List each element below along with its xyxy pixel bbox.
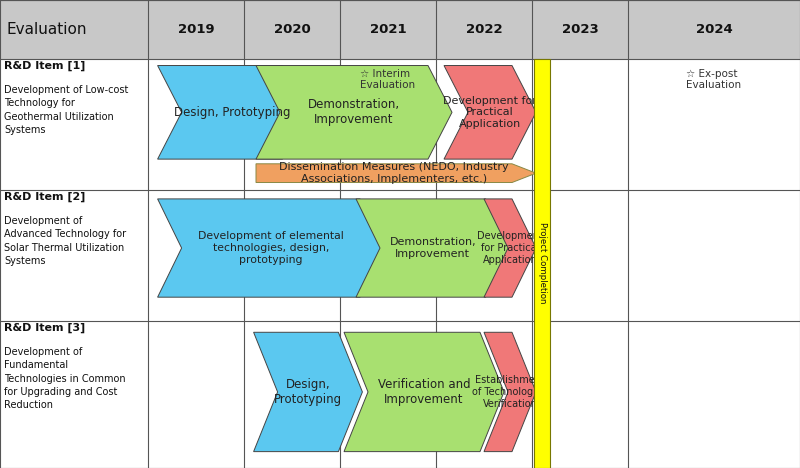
Text: 2019: 2019 bbox=[178, 23, 214, 36]
Polygon shape bbox=[256, 66, 452, 159]
Polygon shape bbox=[344, 332, 504, 452]
Text: 2021: 2021 bbox=[370, 23, 406, 36]
Text: ☆ Ex-post
Evaluation: ☆ Ex-post Evaluation bbox=[686, 69, 742, 90]
Text: R&D Item [1]: R&D Item [1] bbox=[4, 61, 86, 71]
Text: Development
for Practical
Application: Development for Practical Application bbox=[477, 232, 543, 264]
Text: Development of
Fundamental
Technologies in Common
for Upgrading and Cost
Reducti: Development of Fundamental Technologies … bbox=[4, 347, 126, 410]
Text: Development of Low-cost
Technology for
Geothermal Utilization
Systems: Development of Low-cost Technology for G… bbox=[4, 85, 128, 135]
Polygon shape bbox=[356, 199, 510, 297]
Text: Design,
Prototyping: Design, Prototyping bbox=[274, 378, 342, 406]
Bar bbox=[534, 58, 550, 468]
Text: Development for
Practical
Application: Development for Practical Application bbox=[443, 96, 537, 129]
Text: Evaluation: Evaluation bbox=[6, 22, 87, 37]
Polygon shape bbox=[484, 332, 536, 452]
Text: 2023: 2023 bbox=[562, 23, 598, 36]
Polygon shape bbox=[158, 199, 384, 297]
Bar bbox=[0, 0, 800, 58]
Polygon shape bbox=[444, 66, 536, 159]
Text: Design, Prototyping: Design, Prototyping bbox=[174, 106, 290, 119]
Text: R&D Item [2]: R&D Item [2] bbox=[4, 192, 86, 202]
Text: Development of
Advanced Technology for
Solar Thermal Utilization
Systems: Development of Advanced Technology for S… bbox=[4, 216, 126, 266]
Text: 2024: 2024 bbox=[696, 23, 732, 36]
Text: ☆ Interim
Evaluation: ☆ Interim Evaluation bbox=[361, 69, 415, 90]
Polygon shape bbox=[484, 199, 536, 297]
Text: Verification and
Improvement: Verification and Improvement bbox=[378, 378, 470, 406]
Polygon shape bbox=[256, 164, 536, 183]
Text: 2022: 2022 bbox=[466, 23, 502, 36]
Polygon shape bbox=[158, 66, 306, 159]
Text: 2020: 2020 bbox=[274, 23, 310, 36]
Text: Project Completion: Project Completion bbox=[538, 222, 546, 304]
Text: Development of elemental
technologies, design,
prototyping: Development of elemental technologies, d… bbox=[198, 232, 344, 264]
Text: Demonstration,
Improvement: Demonstration, Improvement bbox=[308, 98, 400, 126]
Polygon shape bbox=[254, 332, 362, 452]
Text: Demonstration,
Improvement: Demonstration, Improvement bbox=[390, 237, 476, 259]
Text: Establishment
of Technologies
Verification: Establishment of Technologies Verificati… bbox=[473, 375, 547, 409]
Text: Dissemination Measures (NEDO, Industry
Associations, Implementers, etc.): Dissemination Measures (NEDO, Industry A… bbox=[278, 162, 509, 184]
Text: R&D Item [3]: R&D Item [3] bbox=[4, 323, 86, 333]
